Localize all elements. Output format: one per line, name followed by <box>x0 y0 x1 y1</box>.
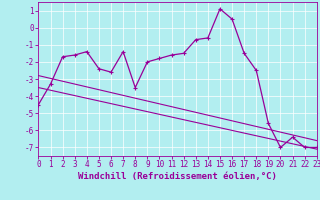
X-axis label: Windchill (Refroidissement éolien,°C): Windchill (Refroidissement éolien,°C) <box>78 172 277 181</box>
